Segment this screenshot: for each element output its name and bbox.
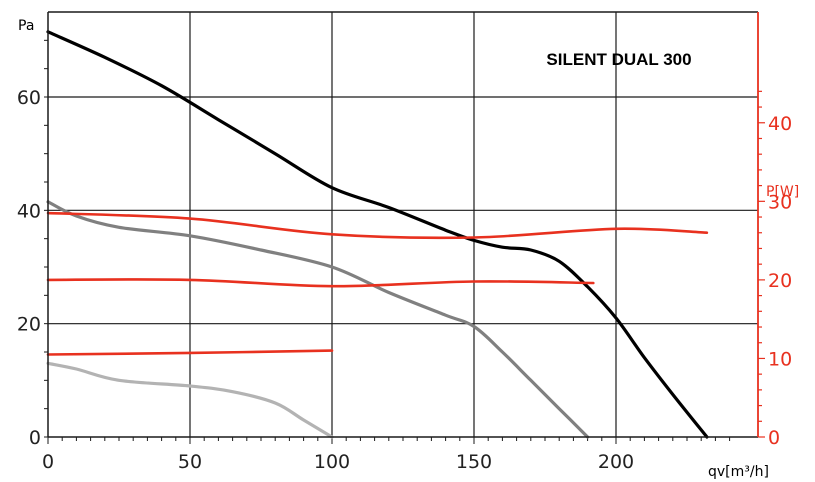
power-curve [46,211,709,240]
grid [48,12,758,437]
y2-tick-label: 30 [768,191,792,213]
pressure-curve-low [46,361,334,439]
pressure-curve-high [46,30,709,439]
y-tick-label: 60 [17,87,41,109]
chart-title: SILENT DUAL 300 [546,50,691,69]
y-tick-label: 0 [29,427,41,449]
y2-tick-label: 40 [768,113,792,135]
y2-tick-label: 10 [768,348,792,370]
plot-frame [47,11,759,438]
series-layer [46,30,709,439]
x-tick-label: 150 [456,451,492,473]
x-axis-label: qv[m³/h] [708,464,769,480]
x-tick-label: 200 [598,451,634,473]
y-axis-label: Pa [18,18,34,34]
y-tick-label: 20 [17,314,41,336]
pressure-curve-mid [46,200,590,439]
y-tick-label: 40 [17,200,41,222]
power-curve [46,349,334,356]
x-tick-label: 100 [314,451,350,473]
x-tick-label: 0 [42,451,54,473]
x-tick-label: 50 [178,451,202,473]
power-curve [46,278,595,288]
y2-axis-label: P[W] [766,184,799,200]
y2-tick-label: 0 [768,427,780,449]
y2-tick-label: 20 [768,270,792,292]
tick-labels: 0 50 100 150 200 0 20 40 60 0 10 20 30 40 [17,87,792,473]
